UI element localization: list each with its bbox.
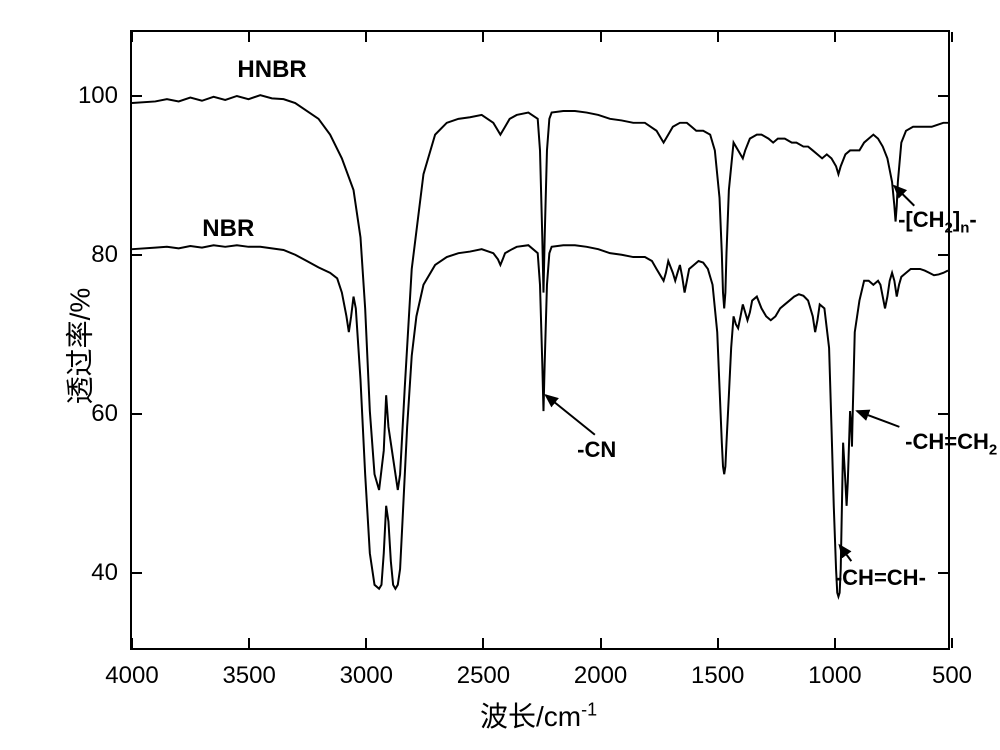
- annotation: NBR: [202, 215, 254, 243]
- x-tick-label: 500: [932, 648, 972, 690]
- x-tick-top: [951, 32, 953, 42]
- y-tick: [132, 95, 142, 97]
- annotation-arrow: [857, 411, 899, 427]
- annotation: HNBR: [237, 56, 306, 84]
- x-tick-label: 1500: [691, 648, 744, 690]
- x-tick-top: [248, 32, 250, 42]
- x-tick-top: [482, 32, 484, 42]
- x-tick-top: [131, 32, 133, 42]
- y-tick-right: [938, 572, 948, 574]
- x-tick-label: 3500: [222, 648, 275, 690]
- y-axis-label: 透过率/%: [58, 288, 98, 405]
- x-tick: [131, 638, 133, 648]
- plot-area: 4060801004000350030002500200015001000500…: [130, 30, 950, 650]
- annotation: -CH=CH2: [905, 429, 997, 458]
- x-tick: [951, 638, 953, 648]
- x-tick: [248, 638, 250, 648]
- x-tick-label: 1000: [808, 648, 861, 690]
- x-tick: [482, 638, 484, 648]
- y-tick-right: [938, 254, 948, 256]
- x-tick: [834, 638, 836, 648]
- y-tick: [132, 254, 142, 256]
- x-tick-label: 3000: [340, 648, 393, 690]
- x-tick-label: 4000: [105, 648, 158, 690]
- spectra-lines: [132, 32, 948, 648]
- annotation-arrow: [546, 395, 595, 434]
- x-tick: [717, 638, 719, 648]
- annotation: -CN: [577, 437, 616, 463]
- x-tick-top: [717, 32, 719, 42]
- x-tick-top: [834, 32, 836, 42]
- y-tick-right: [938, 95, 948, 97]
- annotation: -[CH2]n-: [898, 207, 977, 236]
- series-NBR: [132, 245, 948, 596]
- x-tick: [365, 638, 367, 648]
- annotation: -CH=CH-: [835, 565, 926, 591]
- x-tick-label: 2000: [574, 648, 627, 690]
- x-tick-top: [365, 32, 367, 42]
- chart-container: 4060801004000350030002500200015001000500…: [0, 0, 1000, 750]
- y-tick-label: 40: [91, 559, 132, 587]
- y-tick-label: 100: [78, 82, 132, 110]
- x-tick-top: [600, 32, 602, 42]
- y-tick-label: 80: [91, 241, 132, 269]
- x-tick: [600, 638, 602, 648]
- y-tick-right: [938, 413, 948, 415]
- y-tick: [132, 413, 142, 415]
- y-tick: [132, 572, 142, 574]
- x-axis-label: 波长/cm-1: [480, 695, 597, 735]
- x-tick-label: 2500: [457, 648, 510, 690]
